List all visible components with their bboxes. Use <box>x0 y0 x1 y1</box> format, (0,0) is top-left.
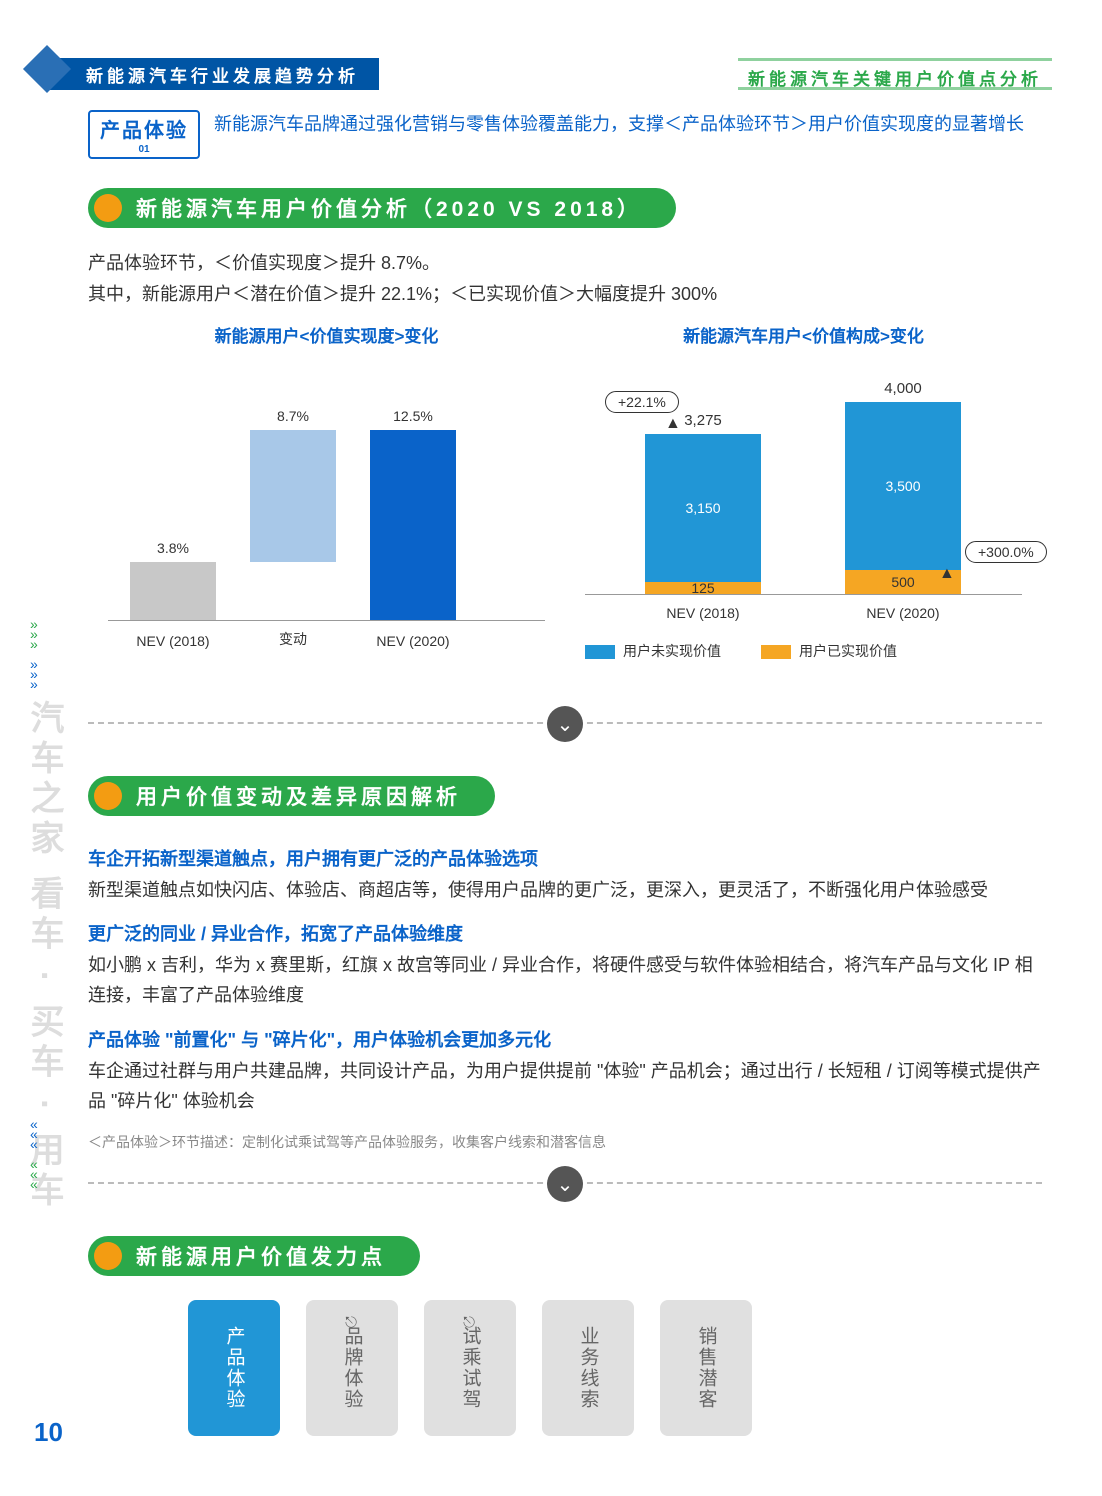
intro-text: 新能源汽车品牌通过强化营销与零售体验覆盖能力，支撑＜产品体验环节＞用户价值实现度… <box>214 110 1042 159</box>
value-card[interactable]: 销售潜客 <box>660 1300 752 1436</box>
side-chevron-icon: »»» <box>30 660 38 689</box>
heading-pill-3: 新能源用户价值发力点 <box>88 1236 420 1276</box>
s2-paragraph: 新型渠道触点如快闪店、体验店、商超店等，使得用户品牌的更广泛，更深入，更灵活了，… <box>88 875 1042 906</box>
chart2-axis <box>585 594 1022 595</box>
chart1-bar: 3.8% <box>130 562 216 620</box>
section-badge: 产品体验 01 <box>88 110 200 159</box>
arrow-up-icon: ▲ <box>939 565 955 583</box>
chart2-plot: 用户未实现价值用户已实现价值 3,2753,150125NEV (2018)4,… <box>565 361 1042 661</box>
chart2-callout: +22.1% <box>605 391 679 413</box>
chart2-legend: 用户未实现价值 用户已实现价值 <box>585 641 1042 661</box>
s1-line1: 产品体验环节，＜价值实现度＞提升 8.7%。 <box>88 248 1042 279</box>
chart1-axis <box>108 620 545 621</box>
legend-item: 用户已实现价值 <box>761 641 897 661</box>
chart1-xlabel: 变动 <box>238 629 348 649</box>
divider-2: ⌄ <box>88 1182 1042 1184</box>
chart2-xlabel: NEV (2018) <box>633 605 773 621</box>
top-banners: 新能源汽车行业发展趋势分析 新能源汽车关键用户价值点分析 <box>50 58 1052 90</box>
s2-paragraph: 车企通过社群与用户共建品牌，共同设计产品，为用户提供提前 "体验" 产品机会；通… <box>88 1056 1042 1117</box>
card-icon: ⎋ <box>424 1314 516 1331</box>
chart1-xlabel: NEV (2018) <box>118 633 228 649</box>
side-chevron-icon: ««« <box>30 1160 38 1189</box>
value-card[interactable]: ⎋品牌体验 <box>306 1300 398 1436</box>
chart2-bar: 3,2753,150125 <box>645 434 761 594</box>
value-card[interactable]: 业务线索 <box>542 1300 634 1436</box>
s1-line2: 其中，新能源用户＜潜在价值＞提升 22.1%；＜已实现价值＞大幅度提升 300% <box>88 279 1042 310</box>
page-number: 10 <box>34 1417 63 1448</box>
s2-heading: 产品体验 "前置化" 与 "碎片化"，用户体验机会更加多元化 <box>88 1025 1042 1056</box>
s2-heading: 更广泛的同业 / 异业合作，拓宽了产品体验维度 <box>88 919 1042 950</box>
heading-pill-2: 用户价值变动及差异原因解析 <box>88 776 495 816</box>
chart1-title: 新能源用户<价值实现度>变化 <box>88 322 565 347</box>
side-chevron-icon: »»» <box>30 620 38 649</box>
legend-item: 用户未实现价值 <box>585 641 721 661</box>
banner-right: 新能源汽车关键用户价值点分析 <box>738 58 1052 90</box>
sidebar-watermark: 汽车之家 看车 · 买车 · 用车 <box>20 700 69 1212</box>
chart-left: 新能源用户<价值实现度>变化 3.8% NEV (2018) 8.7% 变动 12.5%… <box>88 322 565 682</box>
side-chevron-icon: ««« <box>30 1120 38 1149</box>
value-card[interactable]: ⎋试乘试驾 <box>424 1300 516 1436</box>
chart2-xlabel: NEV (2020) <box>833 605 973 621</box>
chevron-down-icon: ⌄ <box>547 1166 583 1202</box>
badge-title: 产品体验 <box>100 114 188 143</box>
chart1-plot: 3.8% NEV (2018) 8.7% 变动 12.5% NEV (2020) <box>88 361 565 661</box>
chevron-down-icon: ⌄ <box>547 706 583 742</box>
section2-body: 车企开拓新型渠道触点，用户拥有更广泛的产品体验选项新型渠道触点如快闪店、体验店、… <box>88 838 1042 1155</box>
value-card[interactable]: 产品体验 <box>188 1300 280 1436</box>
chart-right: 新能源汽车用户<价值构成>变化 用户未实现价值 用户已实现价值 3,2753,15… <box>565 322 1042 682</box>
charts-area: 新能源用户<价值实现度>变化 3.8% NEV (2018) 8.7% 变动 12.5%… <box>88 322 1042 682</box>
section1-body: 产品体验环节，＜价值实现度＞提升 8.7%。 其中，新能源用户＜潜在价值＞提升 … <box>88 248 1042 309</box>
chart2-title: 新能源汽车用户<价值构成>变化 <box>565 322 1042 347</box>
s2-paragraph: 如小鹏 x 吉利，华为 x 赛里斯，红旗 x 故宫等同业 / 异业合作，将硬件感… <box>88 950 1042 1011</box>
chart1-bar: 12.5% <box>370 430 456 620</box>
chart2-callout: +300.0% <box>965 541 1047 563</box>
cards-row: 产品体验 ⎋品牌体验 ⎋试乘试驾业务线索销售潜客 <box>188 1300 752 1436</box>
intro-row: 产品体验 01 新能源汽车品牌通过强化营销与零售体验覆盖能力，支撑＜产品体验环节… <box>88 110 1042 159</box>
banner-left: 新能源汽车行业发展趋势分析 <box>50 58 379 90</box>
divider-1: ⌄ <box>88 722 1042 724</box>
s2-heading: 车企开拓新型渠道触点，用户拥有更广泛的产品体验选项 <box>88 844 1042 875</box>
arrow-up-icon: ▲ <box>665 415 681 433</box>
card-icon: ⎋ <box>306 1314 398 1331</box>
chart1-bar: 8.7% <box>250 430 336 562</box>
chart1-xlabel: NEV (2020) <box>358 633 468 649</box>
heading-pill-1: 新能源汽车用户价值分析（2020 VS 2018） <box>88 188 676 228</box>
badge-number: 01 <box>90 144 198 155</box>
s2-footnote: ＜产品体验＞环节描述：定制化试乘试驾等产品体验服务，收集客户线索和潜客信息 <box>88 1131 1042 1155</box>
